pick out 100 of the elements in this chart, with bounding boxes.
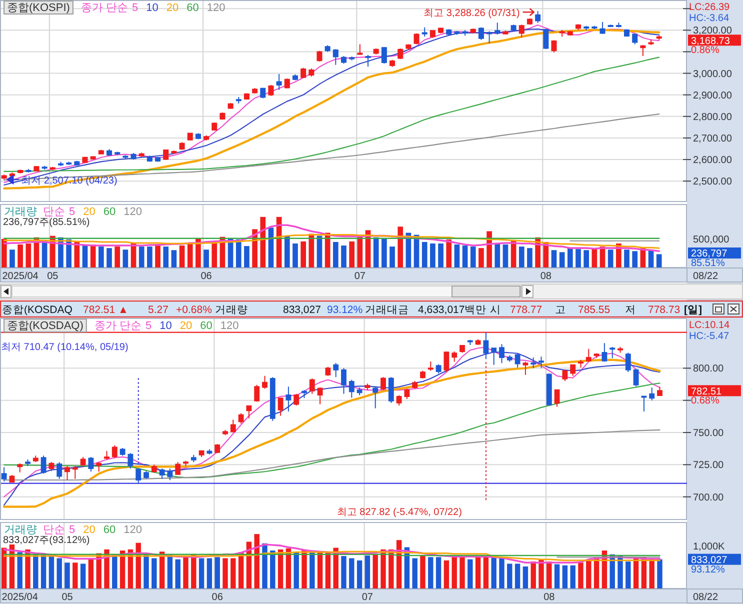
text: LC:26.39: [689, 2, 730, 13]
candlestick: [656, 35, 662, 40]
candlestick: [602, 342, 608, 362]
text: 20: [166, 2, 179, 14]
x-tick-label: 05: [47, 271, 59, 282]
candlestick: [122, 154, 128, 159]
candlestick: [648, 38, 654, 46]
chart-subtitle: 236,797주(85.51%): [3, 217, 90, 228]
candlestick: [26, 168, 32, 173]
candlestick: [514, 354, 520, 368]
bar: [82, 246, 88, 268]
candlestick: [112, 444, 118, 459]
candlestick: [624, 28, 630, 38]
candlestick: [88, 456, 94, 472]
candlestick: [475, 338, 481, 346]
bar: [260, 216, 266, 268]
candlestick: [430, 30, 436, 38]
candlestick: [286, 386, 292, 412]
candlestick: [96, 462, 102, 472]
x-tick-label: 08: [540, 271, 552, 282]
candlestick: [618, 346, 623, 354]
x-tick-label: 08: [544, 592, 556, 603]
candlestick: [478, 26, 484, 40]
bar: [470, 246, 476, 268]
bar: [567, 248, 573, 268]
bar: [364, 555, 370, 589]
bar: [300, 241, 306, 268]
text: 120: [124, 206, 142, 218]
candlestick: [340, 56, 347, 64]
bar: [420, 555, 426, 589]
text: 778.73: [648, 304, 680, 316]
bar: [270, 550, 276, 589]
bar: [114, 246, 120, 268]
candlestick: [82, 156, 88, 164]
candlestick: [600, 21, 606, 35]
candlestick: [74, 160, 80, 166]
y-tick-label: 2,900.00: [693, 90, 732, 102]
bar: [163, 246, 169, 268]
candlestick: [212, 122, 218, 132]
legend-title: 종가 단순: [80, 2, 128, 14]
y-tick-label: 3,200.00: [693, 26, 732, 37]
bar: [155, 244, 160, 268]
candlestick: [414, 32, 420, 45]
text: 782.51: [691, 386, 722, 398]
candlestick: [262, 375, 268, 390]
candlestick: [428, 360, 434, 372]
candlestick: [114, 151, 120, 156]
bar: [499, 558, 504, 589]
text: 거래량: [215, 304, 248, 316]
candlestick: [104, 450, 110, 460]
bar: [454, 244, 460, 268]
chart-title: 종합(KOSPI): [7, 2, 70, 14]
text: 5: [145, 320, 152, 332]
candlestick: [40, 455, 46, 474]
y-tick-label: 2,600.00: [693, 155, 732, 166]
bar: [175, 559, 180, 589]
text: LC:10.14: [689, 320, 730, 331]
candlestick: [254, 384, 260, 402]
bar: [179, 246, 185, 268]
bar: [390, 246, 395, 268]
candlestick: [284, 78, 290, 89]
bar: [349, 241, 355, 268]
bar: [106, 248, 112, 268]
series-label: 60: [103, 206, 116, 218]
candlestick: [526, 18, 532, 26]
legend-title: 단순: [43, 524, 65, 536]
candlestick: [25, 459, 30, 466]
candlestick: [146, 155, 152, 162]
y-tick-label: 2,800.00: [693, 112, 732, 123]
candlestick: [72, 465, 78, 480]
bar: [507, 564, 512, 589]
candlestick: [198, 450, 204, 458]
bar: [171, 250, 177, 268]
bar: [26, 243, 32, 268]
x-tick-label: 07: [354, 271, 366, 282]
chart-subtitle: 833,027주(93.12%): [3, 535, 90, 546]
bar: [530, 562, 536, 589]
candlestick: [206, 448, 212, 455]
text: 120: [206, 2, 226, 14]
text: 10: [146, 2, 158, 14]
candlestick: [610, 346, 616, 359]
bar: [147, 246, 152, 268]
series-label: 20: [83, 524, 96, 536]
text: 93.12%: [327, 304, 363, 316]
candlestick: [309, 378, 315, 394]
x-tick-label: 05: [62, 592, 74, 603]
text: 고: [555, 304, 566, 316]
text: 833,027: [691, 554, 728, 566]
bar: [230, 558, 236, 589]
candlestick: [333, 362, 339, 378]
bar: [592, 248, 598, 268]
candlestick: [302, 390, 307, 399]
candlestick: [130, 152, 136, 160]
y-tick-label: 725.00: [693, 460, 724, 472]
candlestick: [324, 44, 330, 52]
text: HC:-5.47: [689, 331, 730, 342]
candlestick: [592, 25, 598, 30]
legend-title: 종가 단순: [94, 320, 142, 332]
candlestick: [1, 466, 7, 482]
x-tick-label: 2025/04: [2, 271, 39, 282]
